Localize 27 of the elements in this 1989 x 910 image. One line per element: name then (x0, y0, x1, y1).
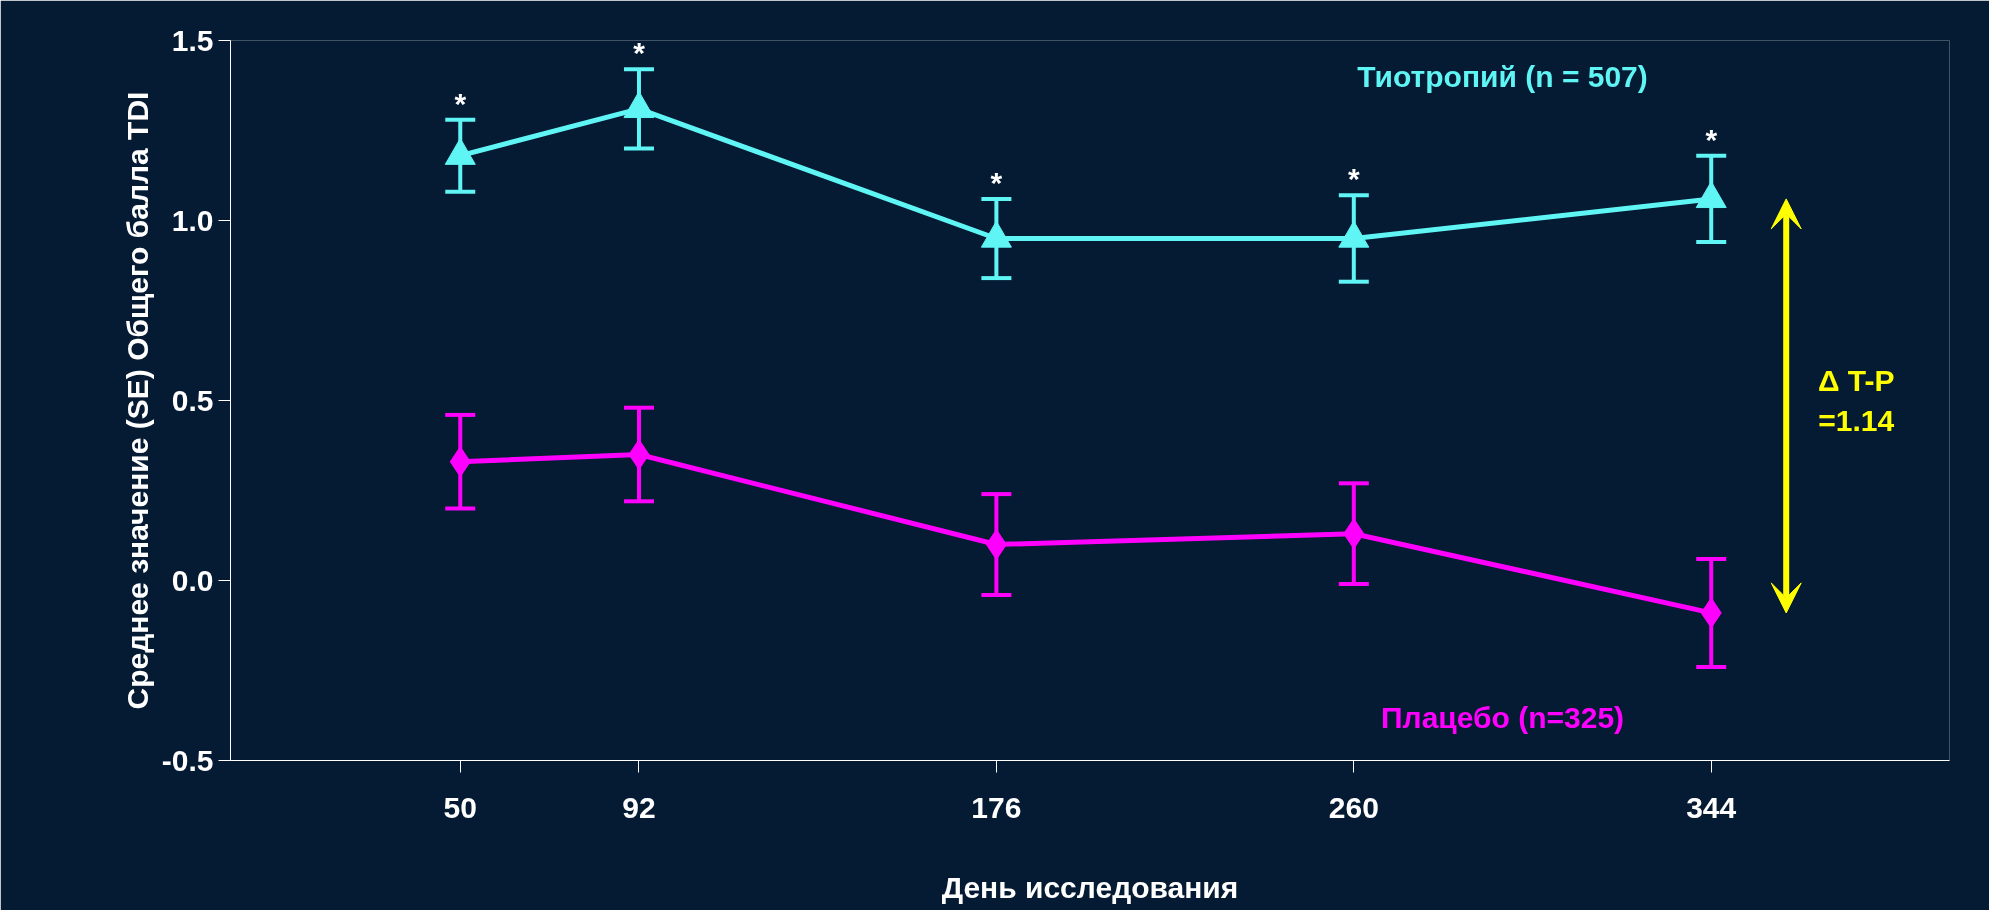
data-label: * (990, 165, 1003, 199)
data-label: * (1705, 122, 1718, 156)
text: Тиотропий (n = 507) (1357, 60, 1648, 93)
x-tick-label: 92 (622, 790, 656, 824)
data-label: * (633, 36, 646, 70)
point (1695, 181, 1727, 209)
x-tick-label: 344 (1686, 790, 1737, 824)
y-tick-label: 1.0 (171, 203, 214, 237)
text: Плацебо (n=325) (1381, 700, 1625, 734)
y-tick-label: 0.0 (171, 563, 214, 597)
point (1338, 220, 1370, 248)
point (623, 91, 655, 119)
y-axis-title: Среднее значение (SE) Общего балла TDI (120, 91, 154, 710)
point (985, 529, 1007, 560)
y-tick-label: 0.5 (171, 383, 214, 417)
data-label: * (454, 86, 467, 120)
y-tick-label: 1.5 (171, 23, 214, 57)
x-axis-title: День исследования (941, 870, 1239, 904)
x-tick-label: 50 (443, 790, 477, 824)
point (628, 439, 650, 470)
point (980, 220, 1012, 248)
y-tick-label: -0.5 (161, 743, 214, 777)
point (444, 137, 476, 165)
annotation: Δ T-P =1.14 (1817, 364, 1895, 437)
x-tick-label: 260 (1328, 790, 1379, 824)
x-tick-label: 176 (971, 790, 1022, 824)
data-label: * (1347, 162, 1360, 196)
